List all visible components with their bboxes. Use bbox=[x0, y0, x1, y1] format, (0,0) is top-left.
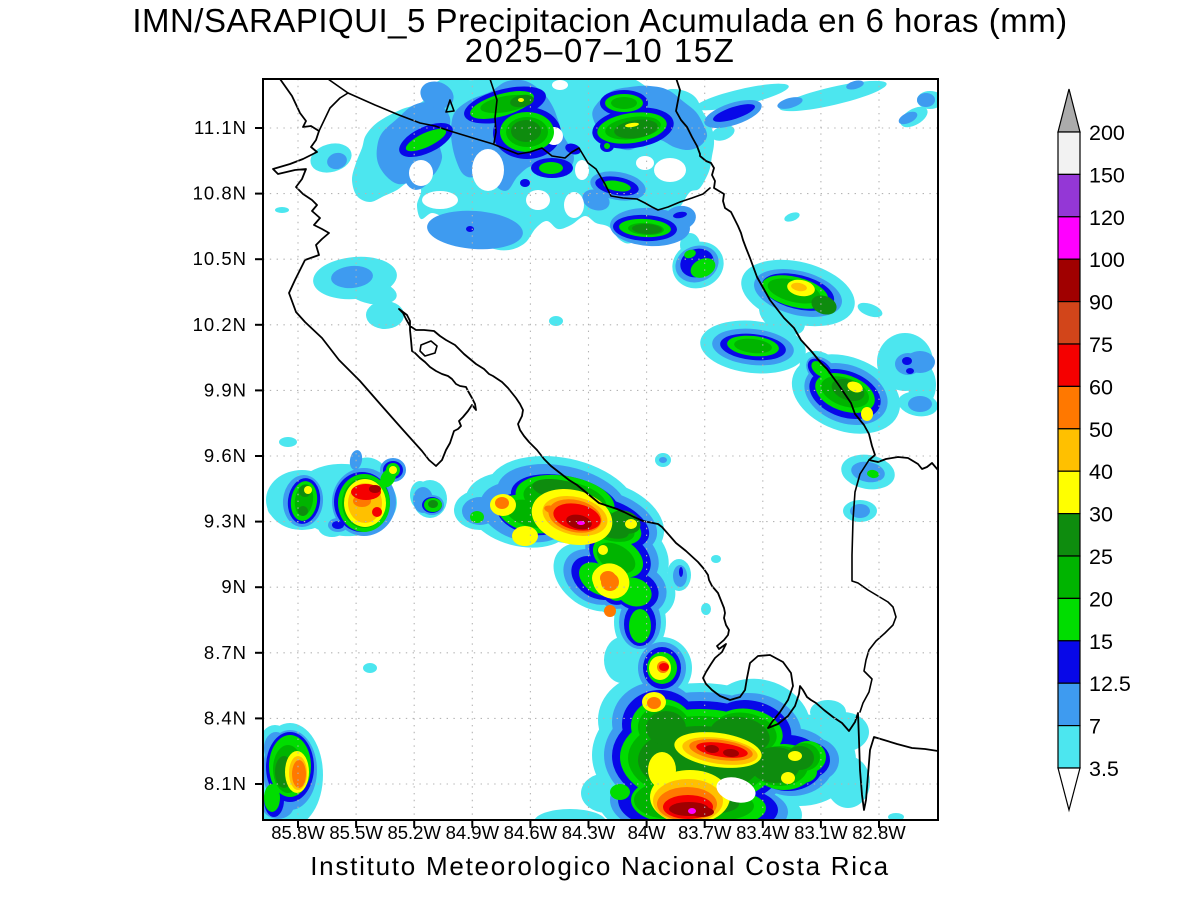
svg-text:100: 100 bbox=[1089, 248, 1125, 272]
svg-text:10.8N: 10.8N bbox=[193, 183, 247, 204]
svg-text:200: 200 bbox=[1089, 121, 1125, 145]
svg-text:60: 60 bbox=[1089, 375, 1113, 399]
svg-text:9N: 9N bbox=[221, 576, 247, 597]
svg-text:8.1N: 8.1N bbox=[204, 773, 247, 794]
svg-text:40: 40 bbox=[1089, 460, 1113, 484]
svg-text:83.7W: 83.7W bbox=[678, 822, 732, 843]
svg-text:10.5N: 10.5N bbox=[193, 248, 247, 269]
svg-text:85.5W: 85.5W bbox=[329, 822, 383, 843]
svg-text:85.2W: 85.2W bbox=[387, 822, 441, 843]
svg-text:3.5: 3.5 bbox=[1089, 757, 1119, 781]
svg-text:20: 20 bbox=[1089, 587, 1113, 611]
svg-text:8.4N: 8.4N bbox=[204, 707, 247, 728]
svg-text:9.3N: 9.3N bbox=[204, 511, 247, 532]
svg-text:84.9W: 84.9W bbox=[446, 822, 500, 843]
svg-text:84.6W: 84.6W bbox=[504, 822, 558, 843]
svg-text:75: 75 bbox=[1089, 333, 1113, 357]
svg-text:82.8W: 82.8W bbox=[852, 822, 906, 843]
svg-text:150: 150 bbox=[1089, 163, 1125, 187]
svg-text:11.1N: 11.1N bbox=[194, 117, 247, 138]
svg-text:30: 30 bbox=[1089, 503, 1113, 527]
svg-text:9.9N: 9.9N bbox=[204, 379, 247, 400]
svg-text:83.4W: 83.4W bbox=[736, 822, 790, 843]
svg-text:IMN/SARAPIQUI_5 Precipitacion: IMN/SARAPIQUI_5 Precipitacion Acumulada … bbox=[132, 2, 1067, 39]
svg-text:10.2N: 10.2N bbox=[193, 314, 247, 335]
svg-text:8.7N: 8.7N bbox=[204, 642, 247, 663]
svg-text:90: 90 bbox=[1089, 291, 1113, 315]
svg-text:9.6N: 9.6N bbox=[204, 445, 247, 466]
svg-text:120: 120 bbox=[1089, 206, 1125, 230]
svg-text:50: 50 bbox=[1089, 418, 1113, 442]
svg-text:7: 7 bbox=[1089, 715, 1101, 739]
svg-text:83.1W: 83.1W bbox=[794, 822, 848, 843]
svg-text:84.3W: 84.3W bbox=[562, 822, 616, 843]
svg-text:Instituto Meteorologico Nacion: Instituto Meteorologico Nacional Costa R… bbox=[310, 851, 890, 881]
svg-text:15: 15 bbox=[1089, 630, 1113, 654]
svg-text:85.8W: 85.8W bbox=[271, 822, 325, 843]
svg-text:2025–07–10 15Z: 2025–07–10 15Z bbox=[465, 32, 736, 69]
svg-text:12.5: 12.5 bbox=[1089, 672, 1131, 696]
svg-text:25: 25 bbox=[1089, 545, 1113, 569]
svg-text:84W: 84W bbox=[628, 822, 667, 843]
